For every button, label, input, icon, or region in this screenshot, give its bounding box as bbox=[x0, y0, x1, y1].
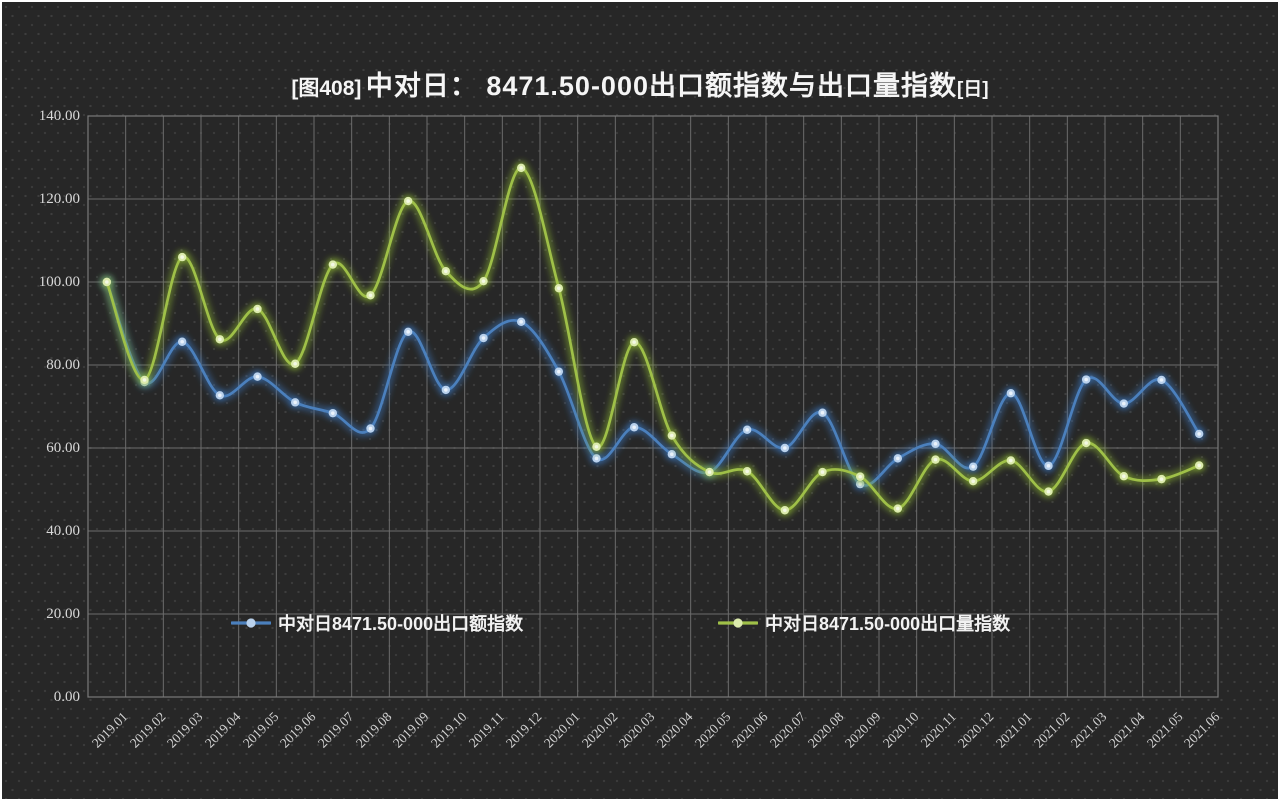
data-point-highlight bbox=[1197, 463, 1201, 468]
data-point-highlight bbox=[820, 410, 825, 415]
data-point-highlight bbox=[1197, 432, 1201, 436]
data-point-highlight bbox=[406, 330, 410, 334]
data-point-highlight bbox=[1046, 464, 1051, 468]
data-point-highlight bbox=[1122, 474, 1126, 479]
y-tick-label: 100.00 bbox=[38, 274, 80, 290]
y-tick-label: 0.00 bbox=[53, 689, 80, 705]
data-point-highlight bbox=[1009, 391, 1013, 396]
data-point-highlight bbox=[218, 337, 222, 342]
data-point-highlight bbox=[1084, 377, 1088, 382]
data-point-highlight bbox=[594, 444, 599, 449]
y-tick-label: 80.00 bbox=[46, 357, 80, 373]
data-point-highlight bbox=[933, 457, 938, 462]
gridlines bbox=[87, 115, 1219, 698]
data-point-highlight bbox=[368, 293, 373, 298]
legend-entry-export-quantity-index[interactable]: 中对日8471.50-000出口量指数 bbox=[718, 612, 1010, 634]
data-point-highlight bbox=[444, 388, 448, 392]
y-tick-label: 20.00 bbox=[46, 606, 80, 622]
data-point-highlight bbox=[632, 340, 636, 344]
data-point-highlight bbox=[632, 425, 636, 430]
data-point-highlight bbox=[557, 369, 561, 374]
data-point-highlight bbox=[783, 508, 787, 513]
data-point-highlight bbox=[670, 433, 674, 438]
title-suffix: [日] bbox=[956, 79, 989, 100]
data-point-highlight bbox=[1159, 378, 1164, 382]
data-point-highlight bbox=[896, 506, 900, 511]
data-point-highlight bbox=[331, 411, 335, 415]
y-tick-label: 60.00 bbox=[46, 440, 80, 456]
data-point-highlight bbox=[858, 482, 862, 486]
data-point-highlight bbox=[1009, 458, 1013, 463]
y-tick-label: 120.00 bbox=[38, 191, 80, 207]
data-point-highlight bbox=[218, 393, 222, 398]
title-prefix: [图408] bbox=[291, 77, 362, 100]
data-point-highlight bbox=[406, 199, 410, 203]
chart-title: [图408] 中对日： 8471.50-000出口额指数与出口量指数[日] bbox=[2, 64, 1278, 103]
data-point-highlight bbox=[255, 307, 260, 311]
data-point-highlight bbox=[255, 374, 260, 379]
data-point-highlight bbox=[293, 400, 297, 405]
data-point-highlight bbox=[1122, 401, 1126, 406]
data-point-highlight bbox=[180, 255, 184, 259]
data-point-highlight bbox=[745, 427, 749, 432]
data-point-highlight bbox=[1159, 477, 1164, 481]
data-point-highlight bbox=[896, 456, 900, 461]
legend-marker-quantity-line-icon bbox=[718, 618, 758, 628]
plot-frame bbox=[87, 115, 1219, 698]
series-line-export-value-index[interactable] bbox=[105, 280, 1201, 487]
data-point-highlight bbox=[481, 279, 486, 283]
series-export-value-index[interactable] bbox=[100, 275, 1206, 491]
data-point-highlight bbox=[971, 464, 975, 469]
data-point-highlight bbox=[933, 442, 938, 446]
data-point-highlight bbox=[180, 339, 184, 344]
data-point-highlight bbox=[1046, 489, 1051, 494]
data-point-highlight bbox=[444, 269, 448, 274]
y-tick-label: 40.00 bbox=[46, 523, 80, 539]
data-point-highlight bbox=[142, 378, 147, 382]
data-point-highlight bbox=[783, 446, 787, 450]
legend-entry-export-value-index[interactable]: 中对日8471.50-000出口额指数 bbox=[231, 612, 523, 634]
data-point-highlight bbox=[519, 320, 523, 324]
data-point-highlight bbox=[670, 452, 674, 457]
data-point-highlight bbox=[820, 470, 825, 474]
data-point-highlight bbox=[971, 479, 975, 484]
data-point-highlight bbox=[594, 456, 599, 461]
series-export-quantity-index[interactable] bbox=[100, 161, 1206, 517]
legend-label-export-value-index: 中对日8471.50-000出口额指数 bbox=[278, 614, 524, 634]
data-point-highlight bbox=[293, 361, 297, 366]
legend-marker-value-line-icon bbox=[231, 618, 271, 628]
data-point-highlight bbox=[1084, 441, 1088, 445]
y-tick-label: 140.00 bbox=[38, 108, 80, 124]
data-point-highlight bbox=[481, 336, 486, 340]
legend-label-export-quantity-index: 中对日8471.50-000出口量指数 bbox=[765, 614, 1011, 634]
data-point-highlight bbox=[105, 280, 109, 284]
data-point-highlight bbox=[745, 469, 749, 474]
data-point-highlight bbox=[557, 286, 561, 291]
data-point-highlight bbox=[519, 166, 523, 170]
data-point-highlight bbox=[707, 470, 712, 474]
data-point-highlight bbox=[368, 426, 373, 431]
data-point-highlight bbox=[331, 262, 335, 267]
data-point-highlight bbox=[858, 474, 862, 479]
title-main: 中对日： 8471.50-000出口额指数与出口量指数 bbox=[365, 71, 957, 101]
